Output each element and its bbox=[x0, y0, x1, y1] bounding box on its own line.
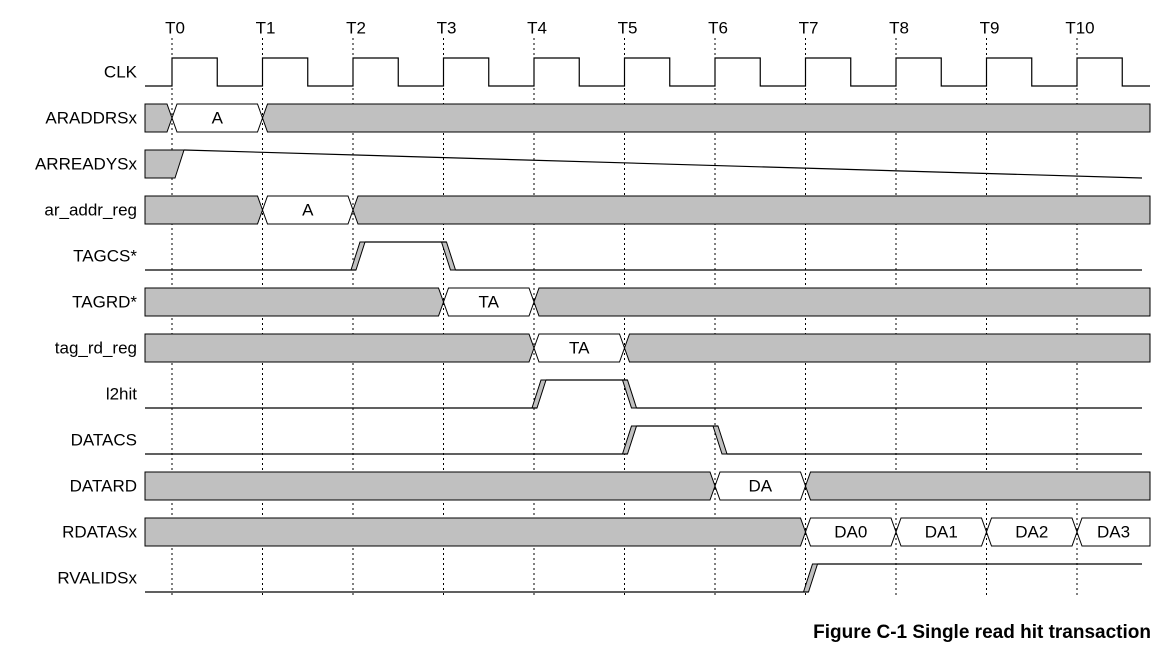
valid-data-segment bbox=[533, 333, 626, 363]
figure-caption: Figure C-1 Single read hit transaction bbox=[813, 622, 1151, 643]
valid-data-segment bbox=[261, 195, 354, 225]
clock-waveform bbox=[145, 57, 1150, 87]
data-value-label: DA0 bbox=[834, 523, 867, 542]
data-value-label: DA3 bbox=[1097, 523, 1130, 542]
clock-label: T2 bbox=[346, 19, 366, 38]
clock-label: T7 bbox=[799, 19, 819, 38]
undefined-region bbox=[144, 195, 264, 225]
data-value-label: A bbox=[212, 109, 224, 128]
data-value-label: TA bbox=[569, 339, 590, 358]
clock-label: T1 bbox=[256, 19, 276, 38]
signal-name-label: tag_rd_reg bbox=[55, 339, 137, 358]
undefined-region bbox=[144, 471, 716, 501]
data-value-label: DA2 bbox=[1015, 523, 1048, 542]
signal-waveform bbox=[183, 149, 1143, 179]
data-value-label: DA1 bbox=[925, 523, 958, 542]
clock-label: T10 bbox=[1065, 19, 1094, 38]
undefined-region bbox=[144, 517, 807, 547]
signal-waveform bbox=[145, 379, 1142, 409]
signal-name-label: RDATASx bbox=[62, 523, 137, 542]
transition-edge bbox=[440, 241, 457, 271]
clock-label: T6 bbox=[708, 19, 728, 38]
data-value-label: DA bbox=[748, 477, 772, 496]
signal-waveform bbox=[145, 563, 1142, 593]
undefined-region bbox=[144, 287, 445, 317]
undefined-region bbox=[533, 287, 1151, 317]
data-value-label: TA bbox=[479, 293, 500, 312]
clock-label: T3 bbox=[437, 19, 457, 38]
signal-name-label: RVALIDSx bbox=[57, 569, 137, 588]
undefined-region bbox=[144, 149, 185, 179]
undefined-region bbox=[623, 333, 1151, 363]
signal-waveform bbox=[145, 241, 1142, 271]
signal-name-label: DATACS bbox=[71, 431, 137, 450]
undefined-region bbox=[804, 471, 1151, 501]
undefined-region bbox=[144, 103, 173, 133]
signal-name-label: ARADDRSx bbox=[45, 109, 137, 128]
clock-label: T5 bbox=[618, 19, 638, 38]
signal-waveform bbox=[145, 425, 1142, 455]
valid-data-segment bbox=[714, 471, 807, 501]
signal-name-label: TAGCS* bbox=[73, 247, 137, 266]
undefined-region bbox=[144, 333, 535, 363]
signal-name-label: ar_addr_reg bbox=[44, 201, 137, 220]
valid-data-segment bbox=[171, 103, 264, 133]
signal-name-label: ARREADYSx bbox=[35, 155, 138, 174]
signal-name-label: CLK bbox=[104, 63, 138, 82]
data-value-label: A bbox=[302, 201, 314, 220]
signal-name-label: DATARD bbox=[70, 477, 137, 496]
undefined-region bbox=[261, 103, 1151, 133]
clock-label: T0 bbox=[165, 19, 185, 38]
signal-name-label: TAGRD* bbox=[72, 293, 137, 312]
undefined-region bbox=[352, 195, 1151, 225]
signal-name-label: l2hit bbox=[106, 385, 137, 404]
valid-data-segment bbox=[1076, 517, 1151, 547]
clock-label: T9 bbox=[980, 19, 1000, 38]
clock-label: T8 bbox=[889, 19, 909, 38]
clock-label: T4 bbox=[527, 19, 547, 38]
transition-edge bbox=[350, 241, 366, 271]
valid-data-segment bbox=[442, 287, 535, 317]
